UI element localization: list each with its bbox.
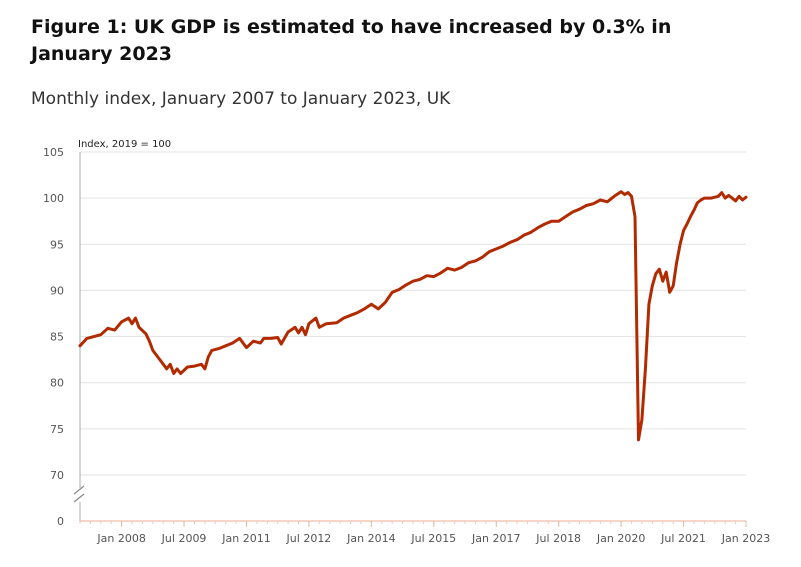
x-tick-label: Jul 2018 [535, 532, 581, 545]
x-tick-label: Jan 2011 [221, 532, 270, 545]
axis-break-mark [73, 493, 85, 503]
x-tick-label: Jul 2015 [410, 532, 456, 545]
axes: 0 70 75 80 85 90 95 100 105 Jan 2008 Jul 2009 Jan 2… [43, 146, 770, 545]
y-tick-label: 85 [50, 331, 64, 344]
x-tick-label: Jan 2017 [471, 532, 520, 545]
y-tick-label: 95 [50, 238, 64, 251]
y-tick-label: 90 [50, 284, 64, 297]
series-layer [78, 190, 748, 442]
y-tick-label: 70 [50, 469, 64, 482]
y-tick-label: 75 [50, 423, 64, 436]
x-tick-label: Jul 2012 [286, 532, 332, 545]
axis-break-mark [73, 485, 85, 495]
y-axis-unit-label: Index, 2019 = 100 [78, 139, 171, 150]
x-tick-label: Jan 2008 [96, 532, 145, 545]
y-tick-label: 100 [43, 192, 64, 205]
y-tick-label: 0 [57, 515, 64, 528]
gdp-series-line [78, 190, 748, 442]
x-tick-label: Jan 2020 [596, 532, 645, 545]
x-tick-label: Jul 2009 [161, 532, 207, 545]
gridlines [80, 151, 746, 476]
chart-subtitle: Monthly index, January 2007 to January 2… [31, 89, 451, 109]
y-tick-label: 80 [50, 377, 64, 390]
x-tick-label: Jul 2021 [660, 532, 706, 545]
x-tick-label: Jan 2023 [721, 532, 770, 545]
chart-title: Figure 1: UK GDP is estimated to have in… [31, 16, 672, 65]
x-tick-label: Jan 2014 [346, 532, 395, 545]
y-tick-label: 105 [43, 146, 64, 159]
